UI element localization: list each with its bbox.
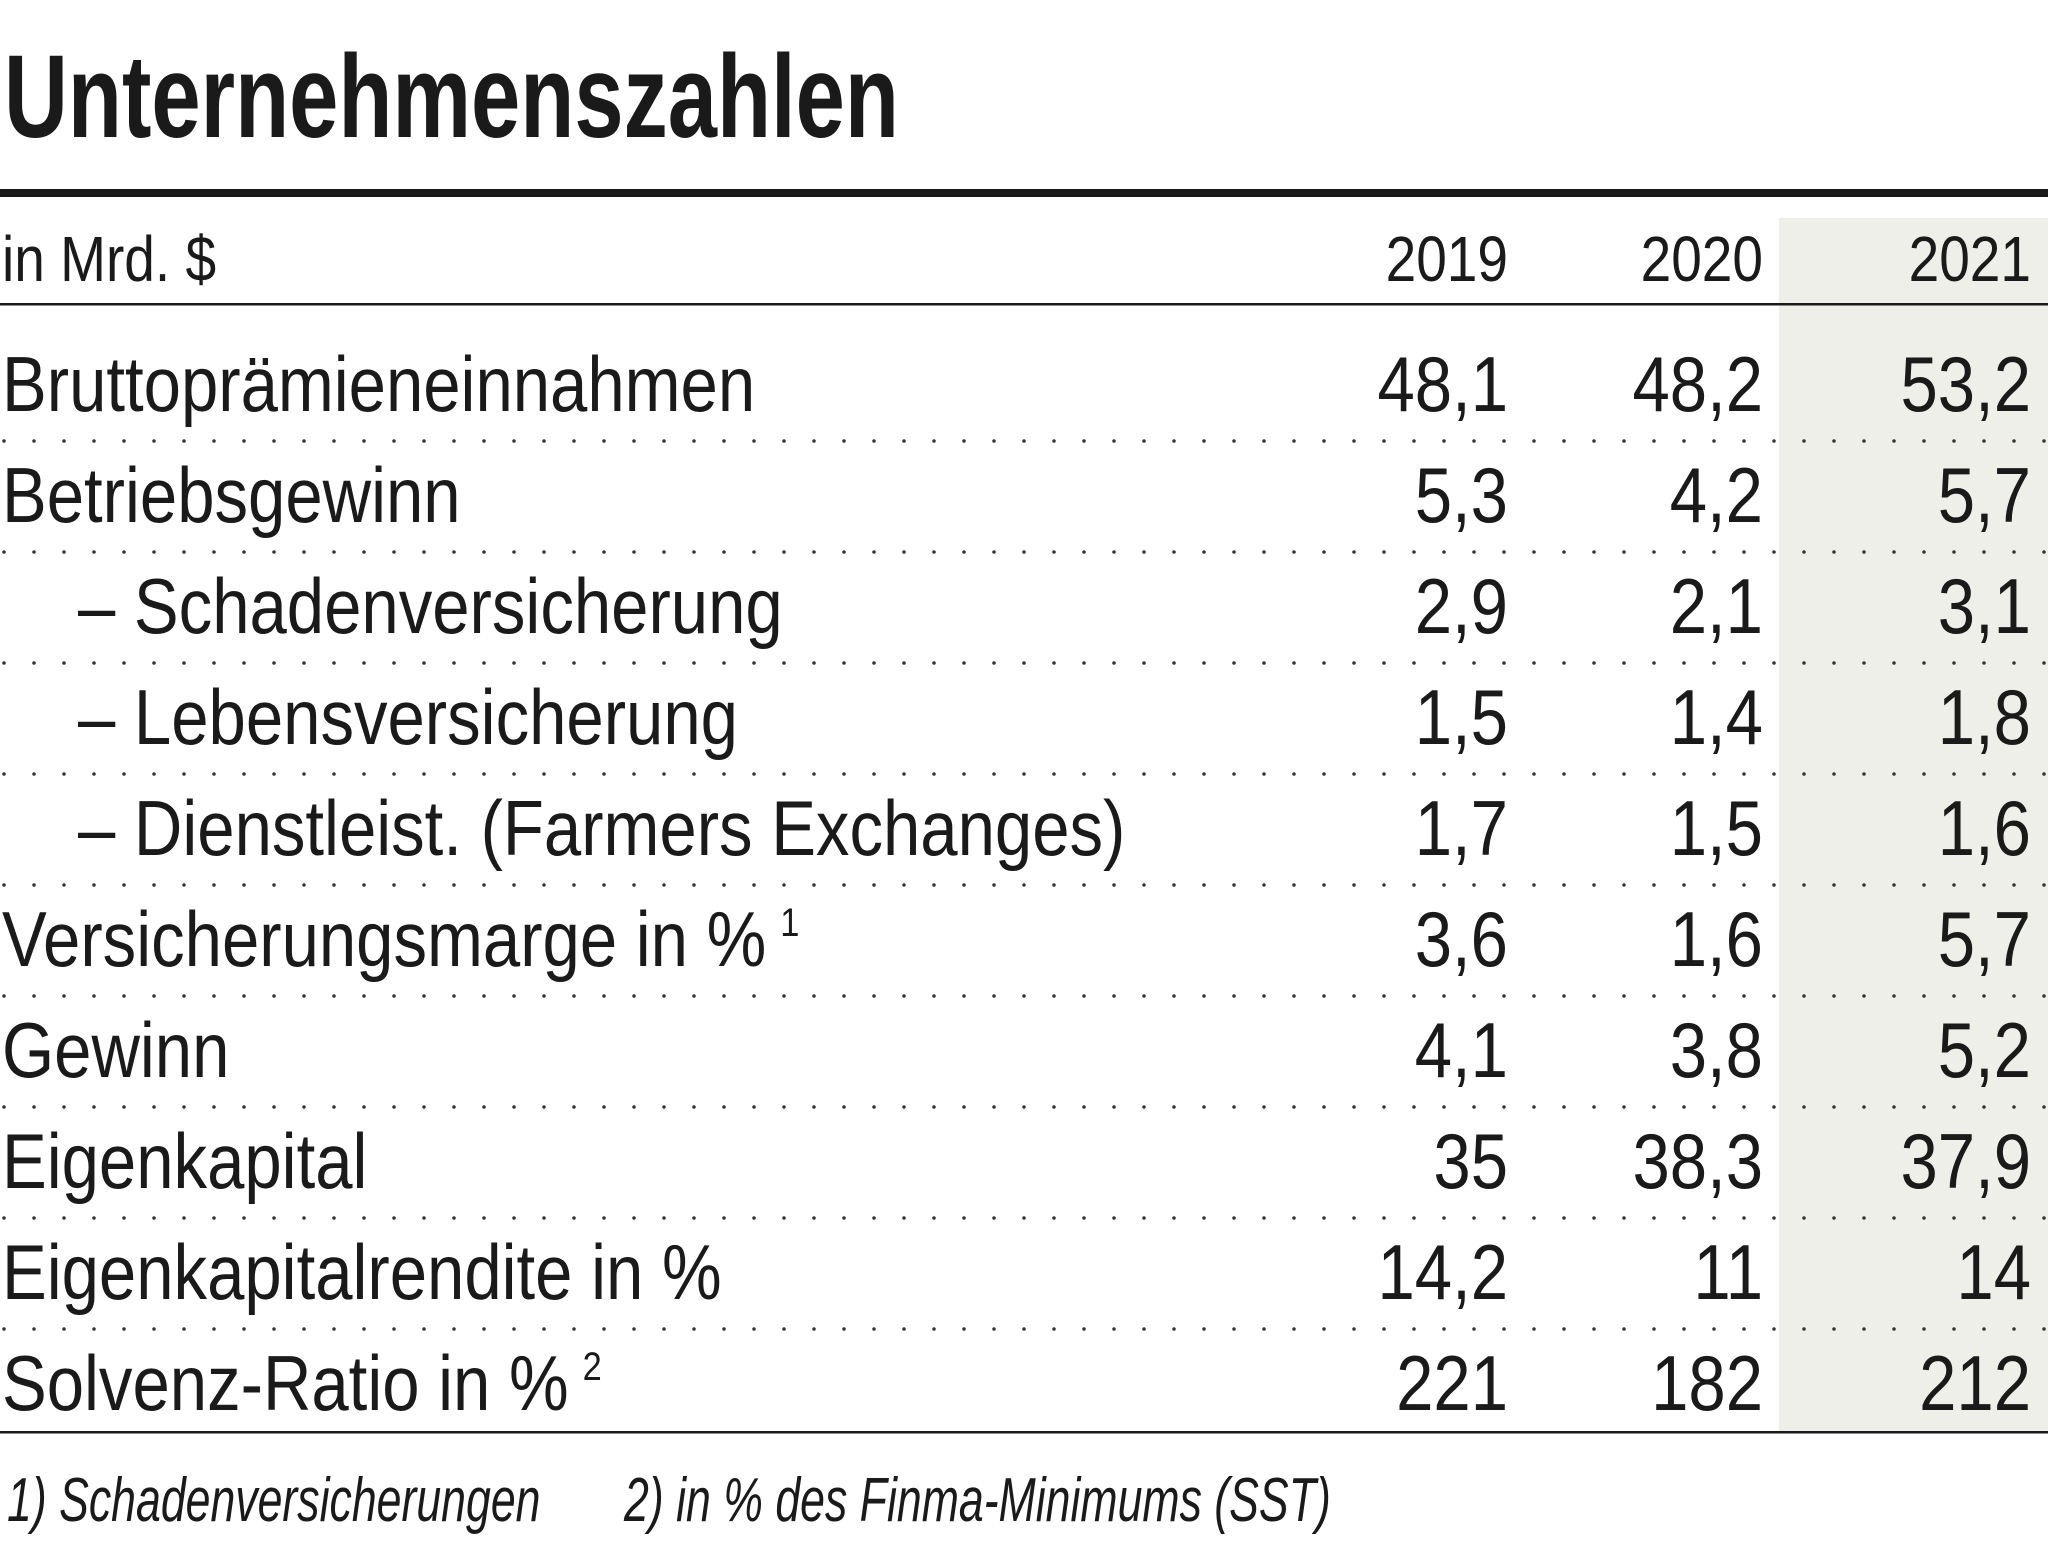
cell-value: 1,7 [1415, 785, 1508, 872]
cell-value: 3,1 [1938, 563, 2031, 650]
footnote: 1) Schadenversicherungen [7, 1466, 540, 1535]
cell-value: 221 [1396, 1340, 1508, 1427]
header-rule [0, 303, 2048, 306]
cell-value: 11 [1693, 1229, 1763, 1316]
cell-value: 1,5 [1415, 674, 1508, 761]
cell-value: 14 [1956, 1229, 2031, 1316]
row-label: – Dienstleist. (Farmers Exchanges) [78, 785, 1125, 872]
cell-value: 182 [1651, 1340, 1763, 1427]
row-label: – Schadenversicherung [78, 563, 783, 650]
row-label: Bruttoprämieneinnahmen [2, 341, 755, 428]
footnote-ref: 1 [780, 900, 799, 945]
header-cell: 2021 [1909, 223, 2031, 295]
cell-value: 1,5 [1670, 785, 1763, 872]
cell-value: 5,3 [1415, 452, 1508, 539]
header-cell: 2019 [1386, 223, 1508, 295]
row-label: – Lebensversicherung [78, 674, 738, 761]
row-label: Betriebsgewinn [2, 452, 461, 539]
title: Unternehmenszahlen [4, 32, 899, 163]
top-rule [0, 189, 2048, 197]
cell-value: 48,2 [1632, 341, 1763, 428]
cell-value: 1,4 [1670, 674, 1763, 761]
row-label: Eigenkapitalrendite in % [2, 1229, 722, 1316]
cell-value: 3,6 [1415, 896, 1508, 983]
cell-value: 212 [1919, 1340, 2031, 1427]
row-label: Eigenkapital [2, 1118, 367, 1205]
footnote: 2) in % des Finma-Minimums (SST) [623, 1466, 1331, 1535]
row-label: Gewinn [2, 1007, 229, 1094]
header-cell: in Mrd. $ [2, 223, 216, 295]
cell-value: 14,2 [1377, 1229, 1508, 1316]
cell-value: 38,3 [1632, 1118, 1763, 1205]
bottom-rule [0, 1431, 2048, 1434]
cell-value: 37,9 [1900, 1118, 2031, 1205]
row-label: Solvenz-Ratio in % [2, 1340, 569, 1427]
cell-value: 4,2 [1670, 452, 1763, 539]
cell-value: 1,8 [1938, 674, 2031, 761]
cell-value: 4,1 [1415, 1007, 1508, 1094]
cell-value: 53,2 [1900, 341, 2031, 428]
cell-value: 5,2 [1938, 1007, 2031, 1094]
cell-value: 2,1 [1670, 563, 1763, 650]
cell-value: 3,8 [1670, 1007, 1763, 1094]
cell-value: 1,6 [1670, 896, 1763, 983]
highlight-column [1779, 218, 2048, 1433]
header-cell: 2020 [1641, 223, 1763, 295]
cell-value: 5,7 [1938, 896, 2031, 983]
footnote-ref: 2 [583, 1344, 602, 1389]
cell-value: 35 [1433, 1118, 1508, 1205]
cell-value: 1,6 [1938, 785, 2031, 872]
cell-value: 48,1 [1377, 341, 1508, 428]
cell-value: 2,9 [1415, 563, 1508, 650]
row-label: Versicherungsmarge in % [2, 896, 766, 983]
cell-value: 5,7 [1938, 452, 2031, 539]
